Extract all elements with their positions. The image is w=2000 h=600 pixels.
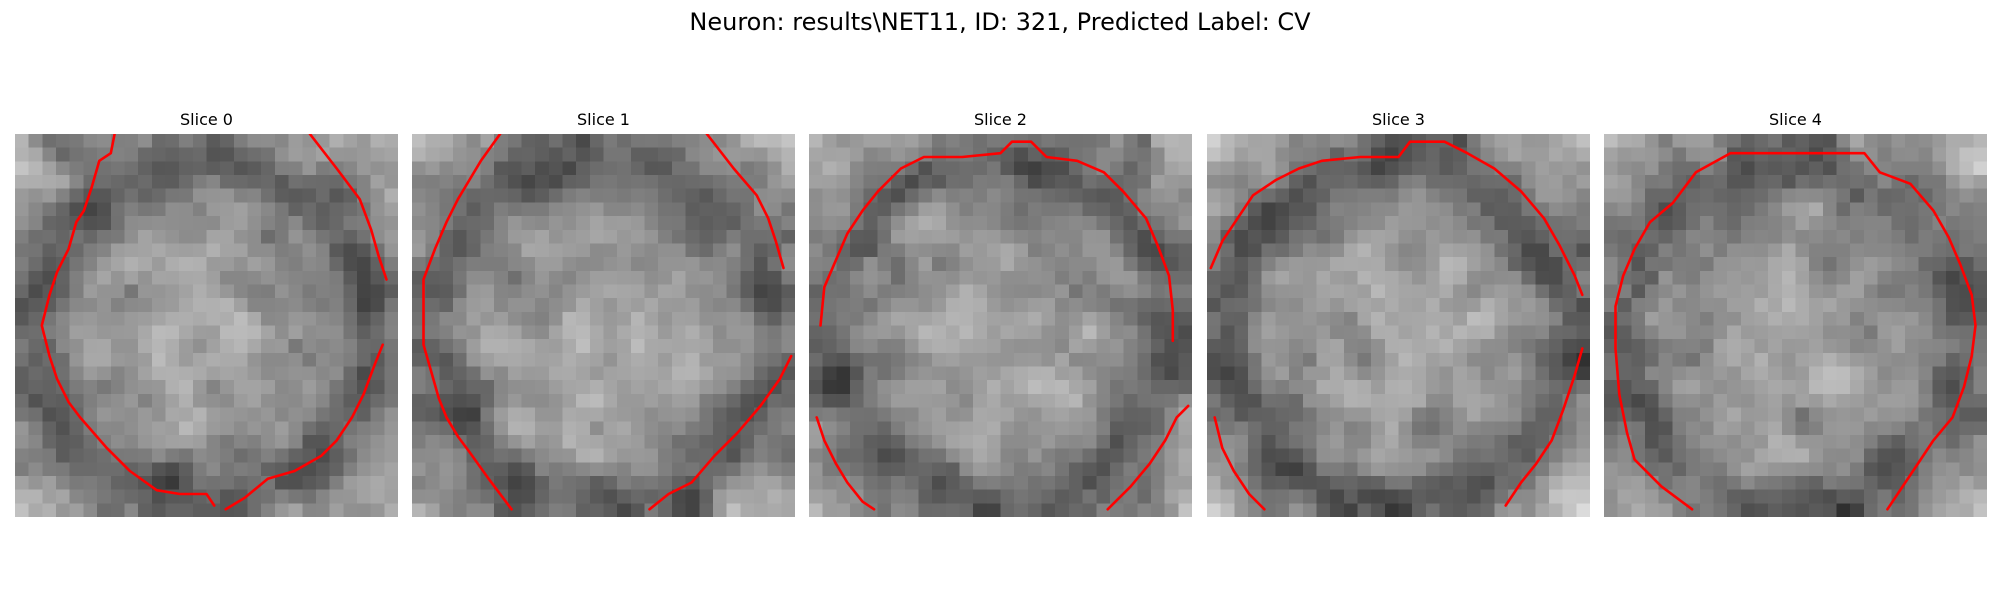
pixel-grid [1604, 134, 1987, 517]
contour-line [1614, 151, 1977, 511]
slice-title-3: Slice 3 [1372, 110, 1425, 129]
slice-panel-4: Slice 4 [1604, 108, 1987, 520]
pixel-grid [412, 134, 795, 517]
contour-line [40, 134, 216, 507]
slice-image-3 [1207, 134, 1590, 517]
slice-image-4 [1604, 134, 1987, 517]
contour-line [308, 134, 388, 281]
slice-image-2 [809, 134, 1192, 517]
slice-image-1 [412, 134, 795, 517]
pixel-grid [1207, 134, 1590, 517]
contour-line [648, 354, 793, 511]
slice-panel-0: Slice 0 [15, 108, 398, 520]
slice-panel-2: Slice 2 [809, 108, 1192, 520]
contour-line [422, 134, 513, 511]
slice-title-4: Slice 4 [1769, 110, 1822, 129]
contour-line [1213, 416, 1266, 511]
contour-line [1209, 140, 1584, 297]
contour-line [224, 343, 385, 511]
slice-title-0: Slice 0 [180, 110, 233, 129]
contour-line [1504, 347, 1584, 507]
contour-line [815, 416, 876, 511]
contour-line [819, 140, 1175, 343]
slice-panel-3: Slice 3 [1207, 108, 1590, 520]
slice-image-0 [15, 134, 398, 517]
contour-line [705, 134, 785, 270]
slice-panel-1: Slice 1 [412, 108, 795, 520]
pixel-grid [15, 134, 398, 517]
figure-title: Neuron: results\NET11, ID: 321, Predicte… [689, 8, 1311, 36]
slice-title-2: Slice 2 [974, 110, 1027, 129]
contour-line [1106, 404, 1190, 511]
slice-title-1: Slice 1 [577, 110, 630, 129]
pixel-grid [809, 134, 1192, 517]
